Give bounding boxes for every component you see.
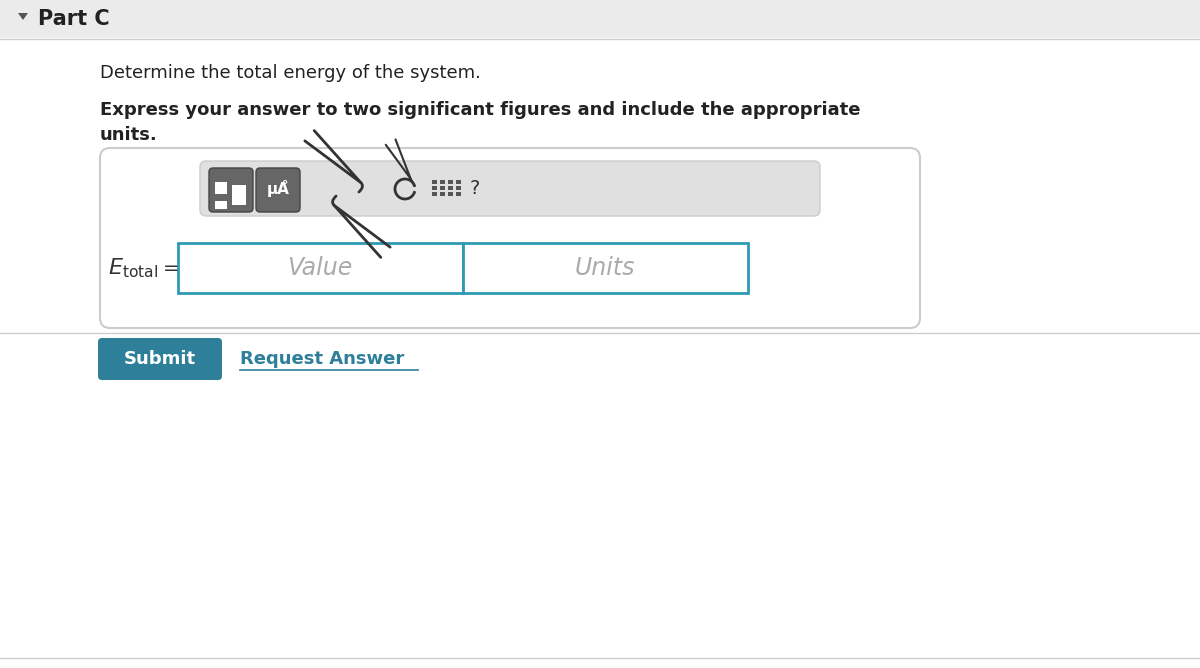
Text: ?: ? <box>470 178 480 198</box>
FancyBboxPatch shape <box>232 185 246 205</box>
FancyBboxPatch shape <box>98 338 222 380</box>
Bar <box>456 192 461 196</box>
FancyBboxPatch shape <box>463 243 748 293</box>
Bar <box>432 186 437 190</box>
Bar <box>432 180 437 184</box>
Text: units.: units. <box>100 126 157 144</box>
FancyBboxPatch shape <box>215 182 227 194</box>
Text: Determine the total energy of the system.: Determine the total energy of the system… <box>100 64 481 82</box>
Text: Units: Units <box>575 256 635 280</box>
FancyBboxPatch shape <box>215 201 227 209</box>
FancyBboxPatch shape <box>178 243 463 293</box>
Text: =: = <box>163 259 180 277</box>
Bar <box>456 186 461 190</box>
Bar <box>440 186 445 190</box>
Text: Submit: Submit <box>124 350 196 368</box>
FancyBboxPatch shape <box>0 0 1200 38</box>
Text: Value: Value <box>287 256 353 280</box>
Text: Express your answer to two significant figures and include the appropriate: Express your answer to two significant f… <box>100 101 860 119</box>
Bar <box>456 180 461 184</box>
Text: μÅ: μÅ <box>266 180 289 196</box>
Bar <box>448 186 454 190</box>
Text: Part C: Part C <box>38 9 109 29</box>
Bar <box>448 192 454 196</box>
Polygon shape <box>18 13 28 20</box>
FancyBboxPatch shape <box>209 168 253 212</box>
Bar <box>440 180 445 184</box>
Bar <box>440 192 445 196</box>
Bar <box>432 192 437 196</box>
FancyBboxPatch shape <box>200 161 820 216</box>
Text: Request Answer: Request Answer <box>240 350 404 368</box>
Bar <box>448 180 454 184</box>
FancyBboxPatch shape <box>256 168 300 212</box>
Text: $E_{\mathrm{total}}$: $E_{\mathrm{total}}$ <box>108 257 158 280</box>
FancyBboxPatch shape <box>100 148 920 328</box>
